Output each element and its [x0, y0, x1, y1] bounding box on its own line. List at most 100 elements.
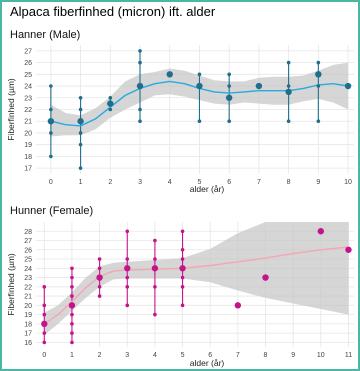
female-data-point: [153, 257, 157, 261]
male-y-axis-label: Fiberfinhed (µm): [6, 78, 16, 141]
male-mean-point: [196, 82, 203, 90]
male-x-tick-label: 7: [257, 179, 261, 186]
male-x-tick-label: 0: [49, 179, 53, 186]
male-data-point: [49, 131, 53, 135]
male-data-point: [197, 119, 202, 124]
female-x-axis-label: alder (år): [190, 358, 225, 368]
female-y-tick-label: 28: [24, 229, 32, 236]
male-y-tick-label: 17: [24, 166, 32, 173]
male-y-tick-label: 26: [24, 60, 32, 67]
male-y-tick-label: 18: [24, 154, 32, 161]
male-y-tick-label: 19: [24, 142, 32, 149]
female-y-tick-label: 26: [24, 247, 32, 254]
female-x-tick-label: 8: [264, 352, 268, 359]
male-y-tick-label: 20: [24, 130, 32, 137]
female-data-point: [125, 275, 130, 280]
female-x-tick-label: 3: [125, 352, 129, 359]
female-data-point: [153, 285, 157, 289]
female-data-point: [42, 340, 47, 345]
male-x-tick-label: 6: [227, 179, 231, 186]
male-data-point: [78, 142, 83, 147]
male-data-point: [108, 107, 113, 112]
male-data-point: [138, 119, 142, 124]
female-x-tick-label: 0: [42, 352, 46, 359]
male-data-point: [49, 154, 53, 159]
male-y-tick-label: 27: [24, 48, 32, 55]
male-data-point: [49, 107, 53, 112]
female-mean-point: [41, 320, 48, 328]
female-data-point: [125, 303, 130, 308]
male-data-point: [108, 95, 113, 100]
female-mean-point: [96, 274, 103, 281]
male-x-tick-label: 10: [344, 179, 352, 186]
male-data-point: [316, 84, 321, 88]
male-y-tick-label: 25: [24, 72, 32, 79]
male-mean-point: [47, 118, 55, 125]
male-x-tick-label: 2: [108, 179, 112, 186]
male-y-tick-label: 24: [24, 84, 32, 91]
female-y-tick-label: 27: [24, 238, 32, 245]
female-y-tick-label: 23: [24, 275, 32, 282]
female-data-point: [180, 303, 185, 308]
female-data-point: [97, 285, 102, 289]
female-data-point: [153, 312, 157, 317]
female-y-tick-label: 22: [24, 284, 32, 291]
male-data-point: [138, 60, 142, 65]
male-data-point: [316, 119, 321, 124]
male-mean-point: [136, 82, 144, 90]
male-y-tick-label: 23: [24, 95, 32, 102]
male-x-tick-label: 1: [79, 179, 83, 186]
male-x-tick-label: 4: [168, 179, 172, 186]
female-data-point: [70, 312, 74, 317]
male-x-tick-label: 5: [198, 179, 202, 186]
male-data-point: [197, 72, 202, 77]
female-data-point: [42, 303, 47, 308]
female-y-tick-label: 19: [24, 312, 32, 319]
male-mean-point: [285, 88, 292, 96]
male-mean-point: [77, 118, 84, 125]
female-data-point: [70, 331, 74, 335]
female-data-point: [42, 312, 47, 317]
female-y-tick-label: 21: [24, 294, 32, 301]
female-mean-point: [317, 228, 325, 235]
female-data-point: [70, 340, 74, 345]
male-data-point: [78, 166, 83, 170]
female-data-point: [180, 247, 185, 252]
male-data-point: [286, 60, 291, 65]
male-data-point: [138, 107, 142, 112]
female-data-point: [180, 229, 185, 234]
female-mean-point: [234, 302, 242, 309]
female-panel-title: Hunner (Female): [10, 205, 94, 217]
male-data-point: [316, 60, 321, 65]
figure-title: Alpaca fiberfinhed (micron) ift. alder: [10, 4, 216, 19]
female-mean-point: [68, 302, 76, 309]
male-mean-point: [344, 82, 352, 90]
male-mean-point: [107, 100, 114, 107]
female-y-tick-label: 18: [24, 321, 32, 328]
female-data-point: [42, 331, 47, 335]
female-data-point: [70, 294, 74, 298]
female-data-point: [97, 266, 102, 271]
male-y-tick-label: 21: [24, 119, 32, 126]
female-mean-point: [151, 265, 159, 272]
male-data-point: [286, 84, 291, 88]
male-mean-point: [255, 82, 263, 90]
male-x-tick-label: 8: [287, 179, 291, 186]
female-x-tick-label: 7: [236, 352, 240, 359]
female-x-tick-label: 5: [181, 352, 185, 359]
female-y-axis-label: Fiberfinhed (µm): [6, 253, 16, 316]
male-data-point: [78, 95, 83, 100]
female-y-tick-label: 20: [24, 303, 32, 310]
female-data-point: [42, 285, 47, 289]
female-mean-point: [345, 246, 352, 253]
female-data-point: [70, 275, 74, 280]
male-data-point: [227, 72, 231, 77]
male-x-axis-label: alder (år): [190, 184, 225, 194]
female-data-point: [180, 257, 185, 261]
male-mean-point: [166, 71, 173, 78]
male-y-tick-label: 22: [24, 107, 32, 114]
